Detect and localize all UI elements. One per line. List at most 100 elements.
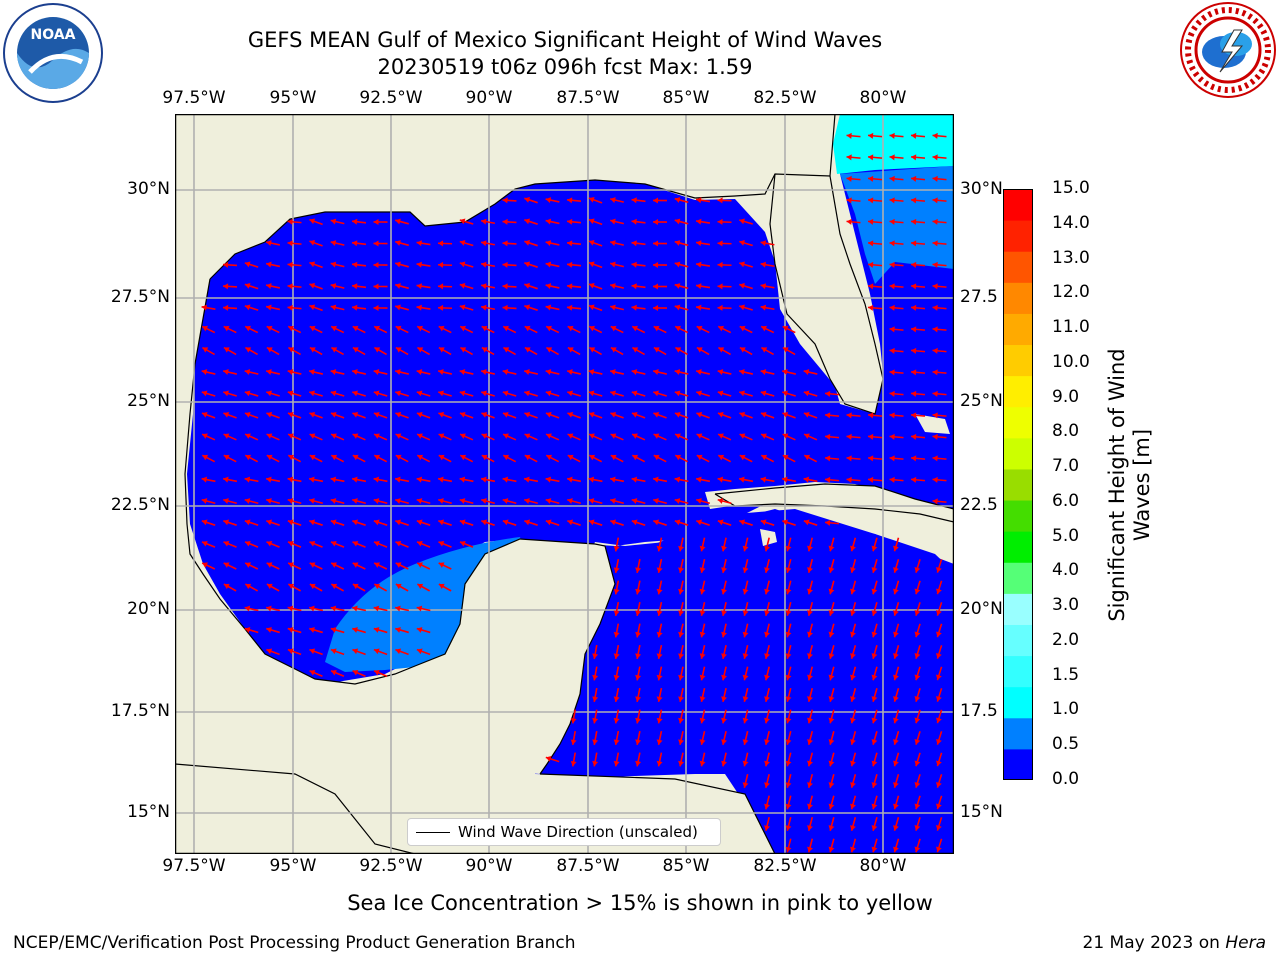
wave-arrow [244, 411, 259, 419]
wave-arrow [631, 519, 646, 526]
wave-arrow [309, 562, 323, 570]
wave-arrow [309, 346, 323, 356]
wave-arrow [459, 411, 474, 419]
wave-arrow [653, 519, 667, 526]
wave-arrow [761, 346, 774, 356]
wave-arrow [352, 498, 366, 505]
wave-arrow [699, 730, 706, 746]
wave-arrow [828, 645, 835, 659]
wave-arrow [785, 709, 792, 724]
colorbar-tick-label: 12.0 [1052, 282, 1090, 303]
wave-arrow [871, 817, 878, 831]
wave-arrow [459, 454, 474, 463]
wave-arrow [652, 218, 668, 225]
wave-arrow [674, 519, 689, 526]
wave-arrow [481, 369, 495, 375]
wave-arrow [635, 601, 642, 617]
wave-arrow [739, 433, 753, 441]
wave-arrow [309, 433, 323, 441]
wave-arrow [266, 390, 280, 397]
wave-arrow [502, 390, 517, 397]
wave-arrow [201, 369, 216, 375]
wave-arrow [309, 325, 323, 334]
wave-arrow [764, 817, 770, 831]
wave-arrow [910, 261, 926, 268]
wave-arrow [610, 433, 624, 441]
wave-arrow [696, 433, 710, 441]
wave-arrow [502, 498, 517, 505]
wave-arrow [910, 412, 926, 419]
wave-arrow [287, 433, 302, 441]
colorbar-segment [1003, 593, 1033, 625]
colorbar-tick-label: 8.0 [1052, 421, 1080, 442]
lon-label: 90°W [465, 856, 513, 876]
wave-arrow [678, 709, 685, 724]
wave-arrow [330, 411, 345, 419]
wave-arrow [416, 476, 431, 483]
wave-arrow [309, 669, 323, 677]
wave-arrow [330, 325, 345, 334]
wave-arrow [739, 411, 753, 419]
wave-arrow [871, 838, 878, 853]
wave-arrow [287, 369, 302, 375]
wave-arrow [502, 218, 517, 225]
yucatan-peninsula-land [375, 539, 615, 774]
wave-arrow [760, 283, 775, 290]
wave-arrow [460, 346, 473, 356]
wave-arrow [631, 304, 646, 311]
wave-arrow [592, 752, 599, 767]
wave-arrow [287, 498, 302, 505]
wave-arrow [394, 605, 410, 612]
colorbar-tick-label: 10.0 [1052, 351, 1090, 372]
colorbar-segment [1003, 437, 1033, 470]
wave-arrow [652, 261, 668, 268]
wave-arrow [850, 817, 857, 831]
wave-arrow [352, 325, 366, 334]
legend-line-swatch [416, 832, 450, 833]
wave-arrow [566, 240, 582, 247]
wave-arrow [459, 261, 474, 268]
wave-arrow [222, 304, 238, 311]
footer-date: 21 May 2023 on Hera [1083, 933, 1267, 953]
wave-arrow [699, 558, 706, 574]
wave-arrow [459, 218, 474, 225]
wave-arrow [760, 325, 775, 334]
colorbar-segment [1003, 189, 1033, 221]
wave-arrow [480, 218, 496, 225]
wave-arrow [652, 197, 668, 204]
wave-arrow [416, 648, 431, 656]
wave-arrow [266, 454, 280, 463]
wave-arrow [914, 559, 921, 573]
wave-arrow [742, 537, 749, 552]
wave-arrow [635, 730, 642, 746]
wave-arrow [589, 346, 602, 356]
wave-arrow [502, 433, 517, 441]
wave-arrow [567, 498, 581, 505]
wave-arrow [524, 240, 538, 247]
wave-arrow [524, 283, 538, 290]
wave-arrow [742, 688, 749, 702]
wave-arrow [352, 540, 366, 548]
wave-arrow [330, 390, 345, 397]
wave-arrow [545, 261, 560, 268]
bahamas-land [915, 414, 950, 434]
wave-arrow [828, 602, 835, 616]
wave-arrow [871, 709, 878, 724]
wave-arrow [742, 645, 749, 659]
wave-arrow [330, 218, 345, 225]
wave-arrow [867, 433, 883, 440]
wave-arrow [395, 433, 409, 441]
wave-arrow [330, 304, 345, 311]
wave-arrow [480, 261, 496, 268]
wave-arrow [438, 346, 452, 356]
wave-arrow [674, 197, 689, 204]
wave-arrow [373, 369, 388, 375]
wave-arrow [717, 476, 732, 483]
wave-arrow [588, 390, 603, 397]
wave-arrow [678, 752, 685, 767]
wave-arrow [717, 218, 732, 225]
wave-arrow [481, 519, 495, 526]
wave-arrow [524, 433, 538, 441]
colorbar-segment [1003, 748, 1033, 780]
wave-arrow [352, 346, 366, 356]
